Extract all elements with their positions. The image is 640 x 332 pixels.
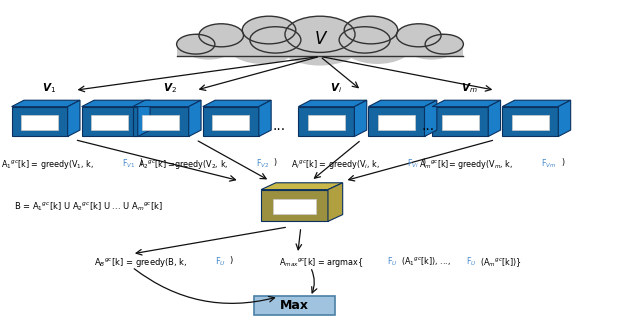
Circle shape	[342, 28, 412, 64]
FancyBboxPatch shape	[432, 107, 488, 136]
Circle shape	[199, 24, 244, 47]
Text: V: V	[314, 30, 326, 47]
Circle shape	[177, 34, 215, 54]
Text: A$_B$$^{gc}$[k] = greedy(B, k,: A$_B$$^{gc}$[k] = greedy(B, k,	[94, 256, 188, 269]
Polygon shape	[132, 100, 201, 107]
FancyBboxPatch shape	[511, 115, 549, 129]
Text: F$_{Vi}$: F$_{Vi}$	[406, 158, 419, 170]
FancyBboxPatch shape	[308, 115, 345, 129]
Circle shape	[250, 27, 301, 53]
Polygon shape	[68, 100, 80, 136]
FancyBboxPatch shape	[91, 115, 129, 129]
Circle shape	[425, 34, 463, 54]
Polygon shape	[138, 100, 150, 136]
FancyBboxPatch shape	[12, 107, 68, 136]
Polygon shape	[369, 100, 437, 107]
Text: A$_2$$^{gc}$[k] =greedy(V$_2$, k,: A$_2$$^{gc}$[k] =greedy(V$_2$, k,	[138, 158, 230, 171]
Polygon shape	[203, 100, 271, 107]
FancyBboxPatch shape	[298, 107, 355, 136]
Polygon shape	[82, 100, 150, 107]
Circle shape	[243, 16, 296, 44]
Polygon shape	[189, 100, 201, 136]
Text: ): )	[273, 158, 276, 167]
Circle shape	[396, 24, 441, 47]
Circle shape	[344, 16, 397, 44]
Polygon shape	[12, 100, 80, 107]
FancyBboxPatch shape	[442, 115, 479, 129]
FancyBboxPatch shape	[21, 115, 58, 129]
Text: F$_U$: F$_U$	[466, 256, 477, 268]
FancyBboxPatch shape	[82, 107, 138, 136]
Circle shape	[404, 32, 458, 60]
Circle shape	[339, 27, 390, 53]
FancyBboxPatch shape	[273, 199, 316, 214]
Text: F$_{V2}$: F$_{V2}$	[255, 158, 269, 170]
FancyBboxPatch shape	[261, 190, 328, 221]
Text: F$_U$: F$_U$	[215, 256, 226, 268]
Text: V$_m$: V$_m$	[461, 81, 478, 95]
Text: F$_{Vm}$: F$_{Vm}$	[541, 158, 556, 170]
FancyBboxPatch shape	[369, 107, 424, 136]
FancyBboxPatch shape	[203, 107, 259, 136]
Polygon shape	[355, 100, 367, 136]
Text: (A$_m$$^{gc}$[k])}: (A$_m$$^{gc}$[k])}	[480, 256, 521, 269]
FancyBboxPatch shape	[254, 296, 335, 315]
Polygon shape	[261, 183, 342, 190]
FancyBboxPatch shape	[132, 107, 189, 136]
Text: V$_2$: V$_2$	[163, 81, 177, 95]
FancyBboxPatch shape	[212, 115, 250, 129]
Circle shape	[278, 23, 362, 66]
Polygon shape	[558, 100, 571, 136]
Text: ): )	[140, 158, 143, 167]
FancyBboxPatch shape	[378, 115, 415, 129]
FancyBboxPatch shape	[142, 115, 179, 129]
FancyBboxPatch shape	[177, 42, 463, 56]
Text: ): )	[229, 256, 232, 265]
Polygon shape	[424, 100, 437, 136]
Polygon shape	[259, 100, 271, 136]
Text: A$_{max}$$^{gc}$[k] = argmax{: A$_{max}$$^{gc}$[k] = argmax{	[278, 256, 363, 269]
Polygon shape	[502, 100, 571, 107]
Text: A$_1$$^{gc}$[k] = greedy(V$_1$, k,: A$_1$$^{gc}$[k] = greedy(V$_1$, k,	[1, 158, 95, 171]
Text: V$_1$: V$_1$	[42, 81, 56, 95]
Polygon shape	[432, 100, 500, 107]
Circle shape	[182, 32, 236, 60]
Text: A$_m$$^{gc}$[k]= greedy(V$_m$, k,: A$_m$$^{gc}$[k]= greedy(V$_m$, k,	[419, 158, 514, 171]
Circle shape	[228, 28, 298, 64]
Text: Max: Max	[280, 299, 309, 312]
Polygon shape	[488, 100, 500, 136]
Text: ): )	[422, 158, 425, 167]
FancyBboxPatch shape	[502, 107, 558, 136]
Text: (A$_1$$^{gc}$[k]), ...,: (A$_1$$^{gc}$[k]), ...,	[401, 256, 452, 268]
Polygon shape	[328, 183, 342, 221]
Circle shape	[285, 16, 355, 52]
Text: F$_U$: F$_U$	[387, 256, 398, 268]
Text: ...: ...	[272, 120, 285, 133]
Text: ): )	[561, 158, 564, 167]
Polygon shape	[298, 100, 367, 107]
Text: A$_i$$^{gc}$[k] = greedy(V$_i$, k,: A$_i$$^{gc}$[k] = greedy(V$_i$, k,	[291, 158, 381, 171]
Text: F$_{V1}$: F$_{V1}$	[122, 158, 136, 170]
Text: B = A$_1$$^{gc}$[k] U A$_2$$^{gc}$[k] U ... U A$_m$$^{gc}$[k]: B = A$_1$$^{gc}$[k] U A$_2$$^{gc}$[k] U …	[14, 201, 163, 213]
Text: ...: ...	[422, 120, 435, 133]
Text: V$_i$: V$_i$	[330, 81, 342, 95]
